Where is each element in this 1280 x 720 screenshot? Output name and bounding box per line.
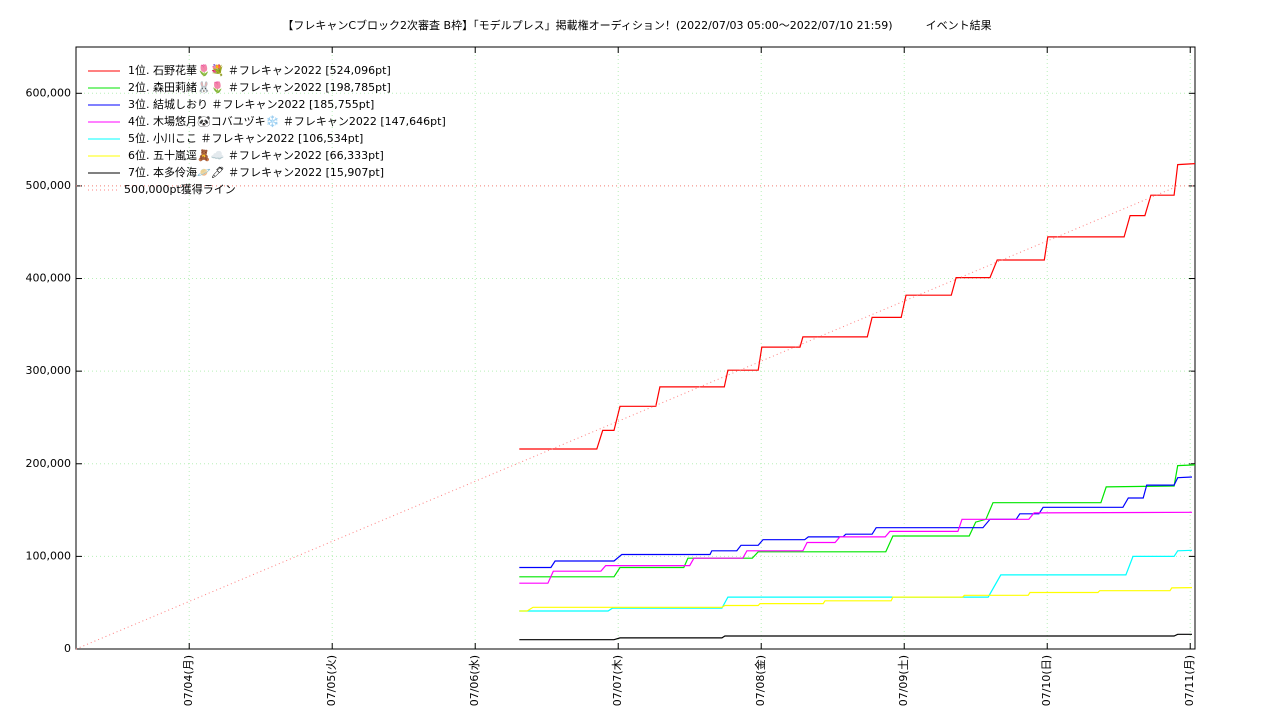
series-line xyxy=(519,511,1193,584)
legend-label: 5位. 小川ここ ＃フレキャン2022 [106,534pt] xyxy=(128,131,363,145)
legend-label: 4位. 木場悠月🐼コバユヅキ❄️ ＃フレキャン2022 [147,646pt] xyxy=(128,114,446,128)
legend-label: 7位. 本多伶海🪐🖊 ＃フレキャン2022 [15,907pt] xyxy=(128,165,384,179)
series-line xyxy=(75,185,1179,650)
x-tick-label: 07/08(金) xyxy=(753,655,767,706)
series-line xyxy=(519,549,1193,612)
series-line xyxy=(519,587,1193,612)
y-tick-label: 200,000 xyxy=(26,457,72,470)
y-tick-label: 0 xyxy=(64,642,71,655)
y-tick-label: 100,000 xyxy=(26,549,72,562)
series-line xyxy=(519,163,1196,450)
legend-label: 6位. 五十嵐逕🧸☁️ ＃フレキャン2022 [66,333pt] xyxy=(128,148,384,162)
series-line xyxy=(519,476,1193,569)
plot-frame xyxy=(75,46,1196,650)
legend-label: 500,000pt獲得ライン xyxy=(124,183,236,196)
x-tick-label: 07/09(土) xyxy=(897,655,910,706)
x-tick-label: 07/04(月) xyxy=(182,655,195,706)
legend-label: 2位. 森田莉緒🐰🌷 ＃フレキャン2022 [198,785pt] xyxy=(128,80,391,94)
chart-title: 【フレキャンCブロック2次審査 B枠】「モデルプレス」掲載権オーディション！(2… xyxy=(282,18,991,32)
series-line xyxy=(519,464,1196,578)
x-tick-label: 07/05(火) xyxy=(325,655,338,706)
y-tick-label: 400,000 xyxy=(26,272,72,285)
y-tick-label: 500,000 xyxy=(26,179,72,192)
y-tick-label: 600,000 xyxy=(26,86,72,99)
series-line xyxy=(519,633,1192,641)
x-tick-label: 07/06(水) xyxy=(468,655,481,706)
x-tick-label: 07/07(木) xyxy=(611,655,624,706)
x-tick-label: 07/11(月) xyxy=(1183,655,1196,706)
x-tick-label: 07/10(日) xyxy=(1040,655,1053,706)
legend-label: 3位. 結城しおり ＃フレキャン2022 [185,755pt] xyxy=(128,97,374,111)
legend-label: 1位. 石野花華🌷💐 ＃フレキャン2022 [524,096pt] xyxy=(128,63,391,77)
y-tick-label: 300,000 xyxy=(26,364,72,377)
